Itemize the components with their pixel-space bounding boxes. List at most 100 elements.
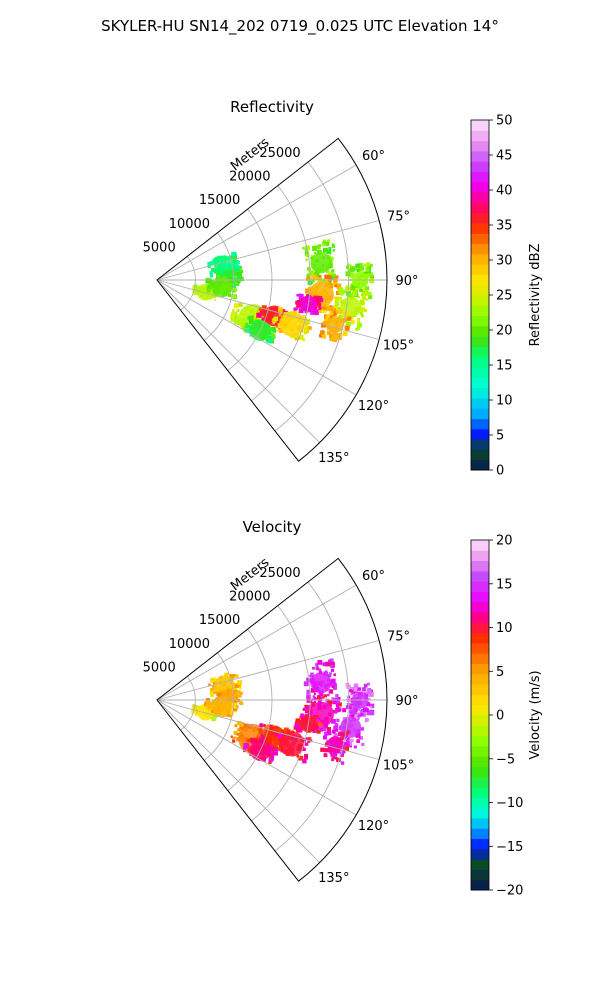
echo-gate: [243, 325, 248, 330]
echo-gate: [233, 686, 237, 690]
echo-gate: [267, 338, 272, 344]
echo-gate: [370, 275, 374, 280]
echo-gate: [324, 243, 327, 246]
echo-gate: [369, 703, 375, 709]
echo-gate: [213, 691, 216, 694]
echo-gate: [320, 322, 326, 328]
colorbar-tick-label: 10: [496, 394, 513, 409]
echo-gate: [313, 310, 316, 313]
colorbar-swatch: [471, 397, 489, 409]
theta-tick-label: 105°: [383, 339, 414, 354]
colorbar-tick-label: 20: [496, 534, 513, 549]
echo-gate: [328, 700, 333, 705]
echo-gate: [316, 249, 322, 255]
polar-grid: [156, 161, 387, 443]
echo-gate: [359, 311, 364, 316]
echo-gate: [363, 683, 368, 688]
echo-gate: [346, 322, 351, 327]
echo-gate: [323, 735, 328, 740]
colorbar-tick-label: 10: [496, 621, 513, 636]
echo-gate: [312, 695, 315, 698]
echo-gate: [333, 725, 338, 730]
echo-gate: [330, 664, 334, 668]
echo-gate: [355, 327, 358, 331]
colorbar-swatch: [471, 601, 489, 613]
echo-gate: [332, 249, 336, 252]
colorbar-swatch: [471, 622, 489, 634]
panel-title: Reflectivity: [230, 98, 314, 116]
echo-gate: [329, 661, 335, 667]
range-ring: [227, 628, 273, 791]
echo-gate: [362, 707, 368, 712]
echo-gate: [361, 742, 365, 746]
echo-gate: [258, 729, 264, 734]
echo-gate: [368, 291, 372, 296]
echo-gate: [304, 288, 310, 294]
echo-gate: [361, 294, 366, 300]
echo-gate: [271, 747, 274, 750]
echo-gate: [334, 284, 337, 287]
colorbar-swatch: [471, 150, 489, 162]
echo-gate: [365, 718, 369, 722]
echo-gate: [331, 244, 336, 248]
colorbar-swatch: [471, 284, 489, 296]
echo-gate: [316, 696, 320, 700]
echo-gate: [210, 268, 215, 272]
echo-gate: [357, 317, 361, 322]
echo-gate: [333, 733, 338, 738]
echo-gate: [235, 270, 240, 275]
echo-gate: [320, 305, 324, 310]
colorbar-swatch: [471, 120, 489, 131]
echo-gate: [237, 271, 242, 277]
colorbar-swatch: [471, 869, 489, 881]
echo-gate: [353, 266, 358, 271]
echo-gate: [306, 276, 311, 281]
echo-gate: [309, 704, 313, 708]
echo-gate: [331, 269, 335, 273]
azimuth-spoke: [156, 699, 380, 760]
colorbar-swatch: [471, 418, 489, 430]
echo-gate: [295, 307, 299, 311]
theta-tick-label: 60°: [362, 569, 385, 584]
range-ring: [251, 185, 311, 402]
echo-gate: [313, 697, 317, 700]
echo-gate: [346, 745, 350, 748]
echo-gate: [270, 750, 274, 754]
echo-gate: [336, 718, 340, 722]
echo-gate: [320, 330, 325, 335]
echo-gate: [336, 757, 341, 762]
echo-gate: [357, 295, 360, 299]
echo-gate: [369, 711, 375, 716]
echo-gate: [328, 247, 332, 250]
echo-gate: [193, 705, 199, 710]
echo-gate: [235, 683, 240, 687]
range-tick-label: 10000: [169, 637, 210, 652]
colorbar-swatch: [471, 130, 489, 142]
echo-gate: [212, 685, 215, 688]
echo-gate: [326, 330, 332, 336]
colorbar-swatch: [471, 181, 489, 193]
echo-cell: [340, 296, 362, 318]
echo-gate: [324, 241, 330, 246]
echo-gate: [208, 704, 212, 708]
echo-gate: [354, 712, 357, 715]
colorbar-swatch: [471, 171, 489, 183]
colorbar-tick-label: 20: [496, 324, 513, 339]
echo-gate: [204, 705, 209, 709]
echo-gate: [322, 726, 327, 732]
echo-gate: [326, 730, 332, 736]
echo-gate: [328, 689, 334, 694]
echo-gate: [302, 759, 307, 764]
colorbar-swatch: [471, 459, 489, 471]
echo-gate: [338, 289, 343, 294]
echo-gate: [350, 701, 354, 705]
echo-gate: [331, 275, 337, 281]
echo-gate: [333, 685, 337, 690]
echo-gate: [235, 262, 238, 265]
echo-gate: [367, 682, 370, 686]
colorbar-tick-label: −10: [496, 796, 523, 811]
echo-gate: [206, 285, 212, 290]
echo-gate: [330, 752, 335, 757]
echo-gate: [342, 311, 345, 314]
echo-gate: [321, 329, 325, 333]
